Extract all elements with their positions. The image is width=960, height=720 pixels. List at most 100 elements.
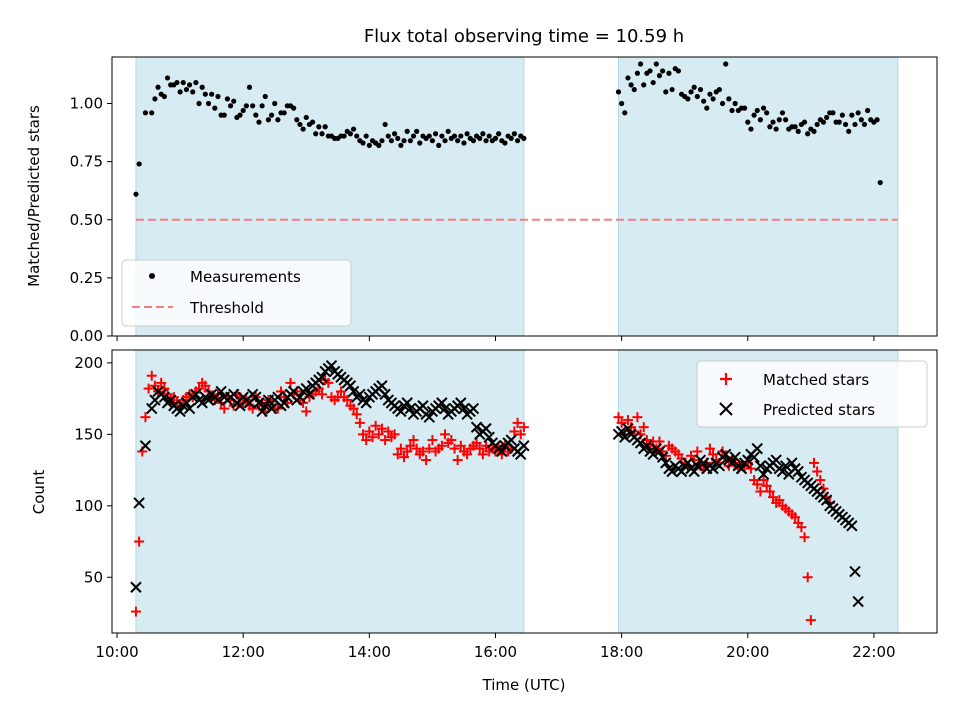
measurement-point [669, 86, 675, 93]
measurement-point [767, 124, 773, 130]
y-tick-label: 0.75 [70, 153, 103, 171]
predicted-point [675, 465, 688, 478]
predicted-point [707, 462, 719, 475]
predicted-point [146, 402, 158, 415]
measurement-point [395, 135, 401, 141]
predicted-point [751, 442, 763, 455]
matched-point [638, 422, 649, 433]
predicted-point [792, 465, 804, 478]
bottom-x-ticks: 10:00 12:00 14:00 16:00 18:00 20:00 22:00 [95, 633, 896, 661]
predicted-point [467, 402, 480, 415]
predicted-point [404, 402, 417, 415]
measurement-point [792, 124, 798, 130]
measurement-point [748, 126, 754, 132]
predicted-point [303, 388, 316, 401]
measurement-point [379, 138, 385, 144]
measurement-point [316, 124, 322, 130]
predicted-point [401, 397, 413, 409]
predicted-point [228, 388, 240, 401]
predicted-point [139, 440, 152, 452]
measurement-point [760, 105, 767, 111]
bottom-y-ticks: 50 100 150 200 [74, 354, 112, 586]
measurement-point [688, 89, 694, 95]
matched-point [402, 446, 413, 457]
matched-point [417, 446, 428, 457]
predicted-point [300, 382, 312, 395]
measurement-point [458, 133, 464, 139]
y-tick-label: 200 [74, 354, 103, 372]
predicted-point [729, 451, 741, 463]
matched-point [474, 443, 485, 454]
measurement-point [309, 119, 316, 125]
measurement-point [663, 89, 669, 95]
matched-point [364, 426, 375, 437]
matched-point [358, 429, 369, 440]
measurement-point [253, 112, 259, 118]
measurement-point [455, 138, 461, 144]
top-legend-box [121, 259, 352, 327]
measurement-point [313, 131, 319, 137]
matched-point [462, 449, 473, 460]
predicted-point [470, 421, 483, 433]
matched-point [758, 475, 769, 486]
measurement-point [142, 110, 149, 116]
measurement-point [628, 82, 634, 88]
measurement-point [341, 133, 347, 139]
predicted-point [458, 402, 470, 415]
measurement-point [445, 128, 451, 134]
measurement-point [190, 89, 196, 95]
predicted-point [653, 445, 666, 458]
bottom-y-axis-label: Count [30, 470, 48, 515]
measurement-point [622, 110, 628, 116]
predicted-point [647, 448, 659, 461]
measurement-point [865, 107, 871, 114]
predicted-point [754, 460, 767, 472]
measurement-point [508, 135, 514, 141]
x-tick-label: 12:00 [222, 643, 265, 661]
x-tick-label: 16:00 [474, 643, 517, 661]
measurement-point [439, 133, 445, 139]
measurement-point [801, 119, 808, 125]
predicted-point [259, 400, 271, 412]
predicted-point [622, 422, 634, 435]
matched-point [622, 415, 633, 426]
matched-point [761, 480, 772, 491]
measurement-point [477, 135, 483, 141]
measurement-point [366, 142, 372, 148]
matched-point [512, 417, 523, 428]
measurement-point [842, 121, 849, 128]
measurement-point [136, 161, 142, 167]
predicted-point [634, 437, 647, 449]
measurement-point [262, 93, 268, 100]
matched-point [692, 446, 703, 457]
measurement-point [300, 126, 306, 132]
measurement-point [417, 140, 423, 146]
x-tick-label: 10:00 [95, 643, 138, 661]
matched-point [752, 479, 763, 490]
matched-point [156, 377, 167, 388]
measurement-point [486, 133, 492, 139]
predicted-point [344, 380, 357, 392]
predicted-point [846, 520, 858, 532]
predicted-point [325, 360, 338, 372]
measurement-point [382, 121, 388, 128]
measurement-point [660, 68, 666, 74]
matched-point [323, 377, 334, 388]
matched-point [745, 463, 756, 474]
measurement-point [215, 93, 221, 100]
measurement-point [376, 142, 382, 148]
predicted-point [748, 451, 760, 463]
predicted-point [196, 397, 208, 409]
measurement-point [268, 112, 275, 118]
measurement-point [240, 107, 246, 114]
measurement-point [303, 114, 309, 121]
measurement-point [795, 128, 801, 134]
chart-title: Flux total observing time = 10.59 h [364, 26, 684, 47]
predicted-point [688, 465, 700, 478]
measurement-point [133, 191, 139, 197]
measurement-point [757, 117, 763, 123]
measurement-point [666, 70, 672, 76]
measurement-point [180, 79, 186, 86]
matched-point [424, 443, 435, 454]
